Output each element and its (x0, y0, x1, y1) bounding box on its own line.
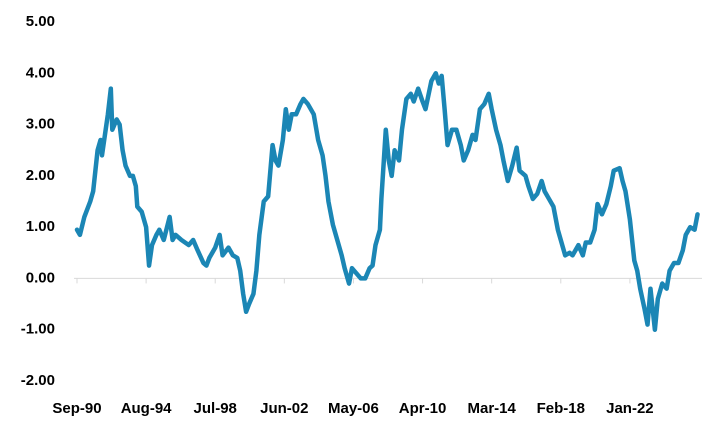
y-tick-label: 2.00 (26, 167, 55, 184)
x-tick-label: Feb-18 (537, 400, 585, 417)
data-line (74, 71, 700, 332)
x-tick-label: Apr-10 (399, 400, 447, 417)
x-tick-label: Jan-22 (606, 400, 654, 417)
x-tick-label: Sep-90 (52, 400, 101, 417)
x-tick-label: Jul-98 (194, 400, 237, 417)
x-tick-label: Mar-14 (467, 400, 516, 417)
y-tick-label: 1.00 (26, 218, 55, 235)
x-tick-label: Aug-94 (121, 400, 172, 417)
y-tick-label: 3.00 (26, 116, 55, 133)
y-tick-label: 0.00 (26, 269, 55, 286)
x-tick-label: Jun-02 (260, 400, 308, 417)
x-tick-label: May-06 (328, 400, 379, 417)
y-tick-label: 4.00 (26, 64, 55, 81)
y-tick-label: 5.00 (26, 13, 55, 30)
y-tick-label: -2.00 (21, 372, 55, 389)
y-tick-label: -1.00 (21, 321, 55, 338)
